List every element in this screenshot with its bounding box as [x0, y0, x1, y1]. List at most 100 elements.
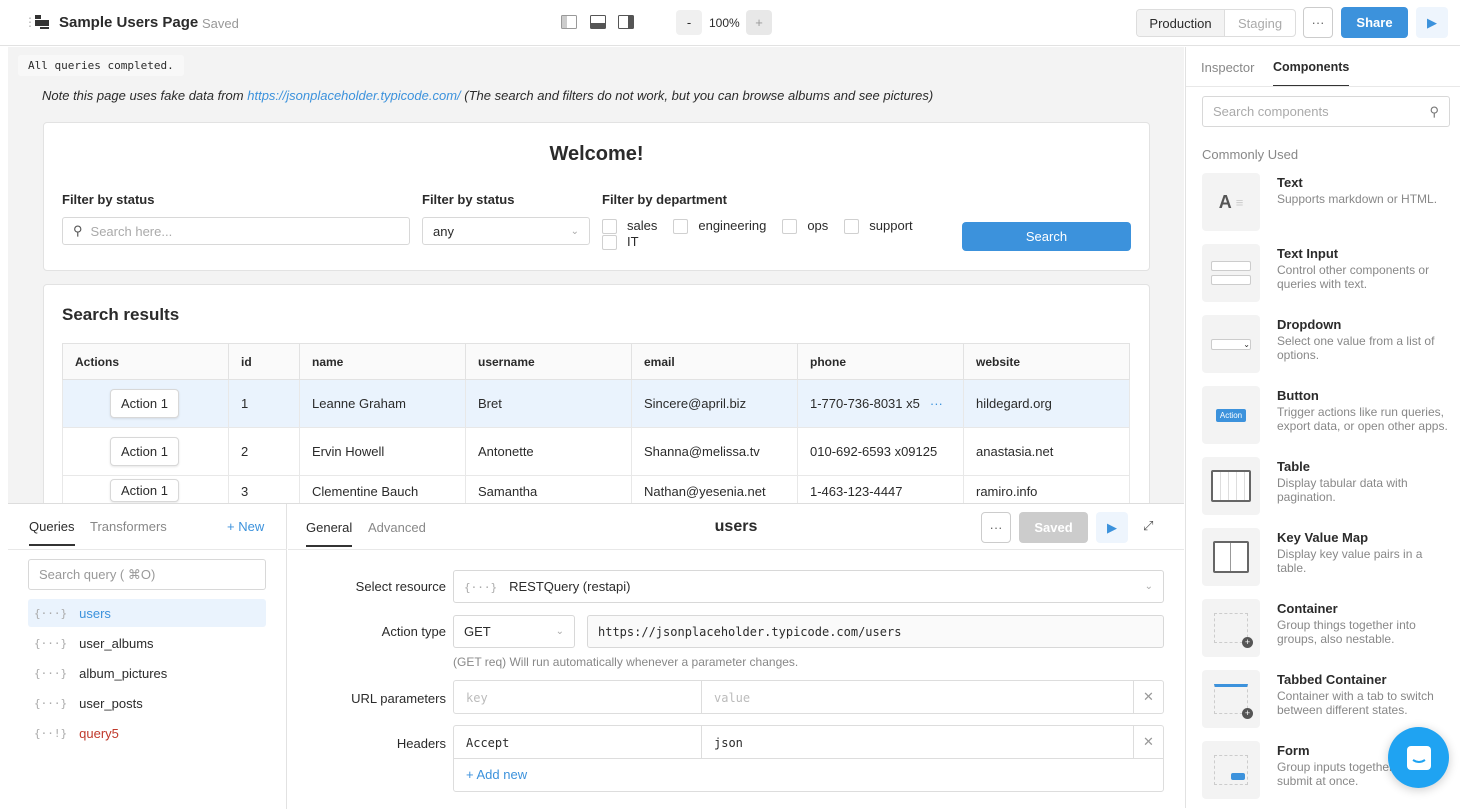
query-search-input[interactable]: Search query ( ⌘O) [28, 559, 266, 590]
drag-handle-icon[interactable]: ⋮ [24, 15, 36, 29]
component-text[interactable]: A ≡ Text Supports markdown or HTML. [1202, 173, 1452, 233]
tab-general[interactable]: General [306, 520, 353, 547]
table-component-icon [1202, 457, 1260, 515]
search-placeholder: Search here... [90, 223, 173, 239]
new-query-button[interactable]: + New [227, 519, 265, 534]
component-container[interactable]: + Container Group things together into gro… [1202, 599, 1452, 659]
checkbox-ops[interactable]: ops [782, 218, 844, 235]
query-item-query5[interactable]: {··!} query5 [34, 725, 119, 741]
note-link[interactable]: https://jsonplaceholder.typicode.com/ [247, 88, 461, 103]
app-canvas: All queries completed. Note this page us… [8, 47, 1184, 503]
welcome-heading: Welcome! [549, 143, 644, 165]
checkbox-support[interactable]: support [844, 218, 913, 235]
query-error-icon: {··!} [34, 726, 68, 740]
query-more-button[interactable]: ··· [981, 512, 1011, 543]
cell-name: Clementine Bauch [299, 475, 466, 503]
col-username[interactable]: username [465, 343, 632, 380]
filter-department-label: Filter by department [602, 192, 727, 207]
env-staging-button[interactable]: Staging [1237, 15, 1283, 31]
query-item-users[interactable]: {···} users [28, 599, 266, 627]
chevron-down-icon: ⌄ [1144, 581, 1153, 592]
checkbox-it[interactable]: IT [602, 234, 639, 251]
component-tabbed-container[interactable]: + Tabbed Container Container with a tab to… [1202, 670, 1452, 730]
component-form[interactable]: Form Group inputs together and submit at … [1202, 741, 1452, 801]
query-list-panel: Queries Transformers + New Search query … [8, 504, 287, 809]
checkbox-engineering[interactable]: engineering [673, 218, 782, 235]
remove-param-icon[interactable]: ✕ [1143, 689, 1154, 704]
component-key-value-map[interactable]: Key Value Map Display key value pairs in … [1202, 528, 1452, 588]
chevron-down-icon: ⌄ [555, 626, 564, 637]
col-name[interactable]: name [299, 343, 466, 380]
col-id[interactable]: id [228, 343, 300, 380]
tab-components[interactable]: Components [1273, 60, 1350, 87]
chat-launcher-button[interactable] [1388, 727, 1449, 788]
query-item-user-albums[interactable]: {···} user_albums [34, 635, 154, 651]
zoom-out-button[interactable]: - [676, 10, 702, 35]
section-commonly-used: Commonly Used [1202, 147, 1299, 162]
action-button[interactable]: Action 1 [110, 389, 179, 418]
query-item-user-posts[interactable]: {···} user_posts [34, 695, 143, 711]
query-item-album-pictures[interactable]: {···} album_pictures [34, 665, 168, 681]
cell-phone: 010-692-6593 x09125 [797, 427, 964, 476]
tab-advanced[interactable]: Advanced [368, 520, 426, 535]
col-phone[interactable]: phone [797, 343, 964, 380]
resource-select[interactable]: {···} RESTQuery (restapi) ⌄ [453, 570, 1164, 603]
run-query-button[interactable]: ▶ [1096, 512, 1128, 543]
text-component-icon: A ≡ [1202, 173, 1260, 231]
add-header-button[interactable]: + Add new [466, 767, 528, 782]
cell-email: Sincere@april.biz [631, 379, 798, 428]
table-row[interactable]: Action 1 2 Ervin Howell Antonette Shanna… [62, 427, 1130, 476]
query-saved-button[interactable]: Saved [1019, 512, 1088, 543]
col-website[interactable]: website [963, 343, 1130, 380]
component-dropdown[interactable]: ⌄ Dropdown Select one value from a list of… [1202, 315, 1452, 375]
more-button[interactable]: ··· [1303, 7, 1333, 38]
action-type-label: Action type [381, 624, 446, 639]
hint-text: (GET req) Will run automatically wheneve… [453, 655, 799, 669]
search-icon: ⚲ [1429, 103, 1439, 119]
results-title: Search results [62, 305, 180, 324]
expand-icon[interactable]: ⤢ [1143, 518, 1154, 533]
component-text-input[interactable]: Text Input Control other components or qu… [1202, 244, 1452, 304]
tab-inspector[interactable]: Inspector [1201, 60, 1255, 75]
cell-website: hildegard.org [963, 379, 1130, 428]
search-button[interactable]: Search [962, 222, 1131, 251]
right-panel: Inspector Components Search components ⚲ … [1185, 47, 1460, 808]
action-button[interactable]: Action 1 [110, 479, 179, 502]
action-type-select[interactable]: GET ⌄ [453, 615, 575, 648]
zoom-in-button[interactable]: + [746, 10, 772, 35]
url-params-label: URL parameters [351, 691, 446, 706]
col-email[interactable]: email [631, 343, 798, 380]
tab-transformers[interactable]: Transformers [90, 519, 167, 534]
button-component-icon: Action [1202, 386, 1260, 444]
toggle-bottom-panel-icon[interactable] [590, 15, 606, 29]
page-title[interactable]: Sample Users Page [59, 14, 199, 31]
component-button[interactable]: Action Button Trigger actions like run que… [1202, 386, 1452, 446]
share-button[interactable]: Share [1341, 7, 1408, 38]
toggle-right-panel-icon[interactable] [618, 15, 634, 29]
action-button[interactable]: Action 1 [110, 437, 179, 466]
overflow-icon[interactable]: ··· [929, 396, 943, 411]
remove-header-icon[interactable]: ✕ [1143, 734, 1154, 749]
col-actions[interactable]: Actions [62, 343, 229, 380]
header-key-input[interactable]: Accept [454, 726, 702, 758]
query-editor: General Advanced users ··· Saved ▶ ⤢ Sel… [288, 504, 1184, 809]
toggle-left-panel-icon[interactable] [561, 15, 577, 29]
query-title: users [714, 518, 758, 535]
param-value-input[interactable]: value [702, 681, 1134, 713]
status-dropdown[interactable]: any ⌄ [422, 217, 590, 245]
text-input-component-icon [1202, 244, 1260, 302]
table-row[interactable]: Action 1 1 Leanne Graham Bret Sincere@ap… [62, 379, 1130, 428]
component-search-input[interactable]: Search components ⚲ [1202, 96, 1450, 127]
header-value-input[interactable]: json [702, 726, 1134, 758]
param-key-input[interactable]: key [454, 681, 702, 713]
env-production-button[interactable]: Production [1137, 10, 1225, 36]
play-icon: ▶ [1107, 519, 1117, 535]
url-input[interactable]: https://jsonplaceholder.typicode.com/use… [587, 615, 1164, 648]
preview-button[interactable]: ▶ [1416, 7, 1448, 38]
table-row[interactable]: Action 1 3 Clementine Bauch Samantha Nat… [62, 475, 1130, 503]
filter-status-2-label: Filter by status [422, 192, 515, 207]
tab-queries[interactable]: Queries [29, 519, 75, 546]
checkbox-sales[interactable]: sales [602, 218, 673, 235]
component-table[interactable]: Table Display tabular data with paginatio… [1202, 457, 1452, 517]
search-input[interactable]: ⚲ Search here... [62, 217, 410, 245]
